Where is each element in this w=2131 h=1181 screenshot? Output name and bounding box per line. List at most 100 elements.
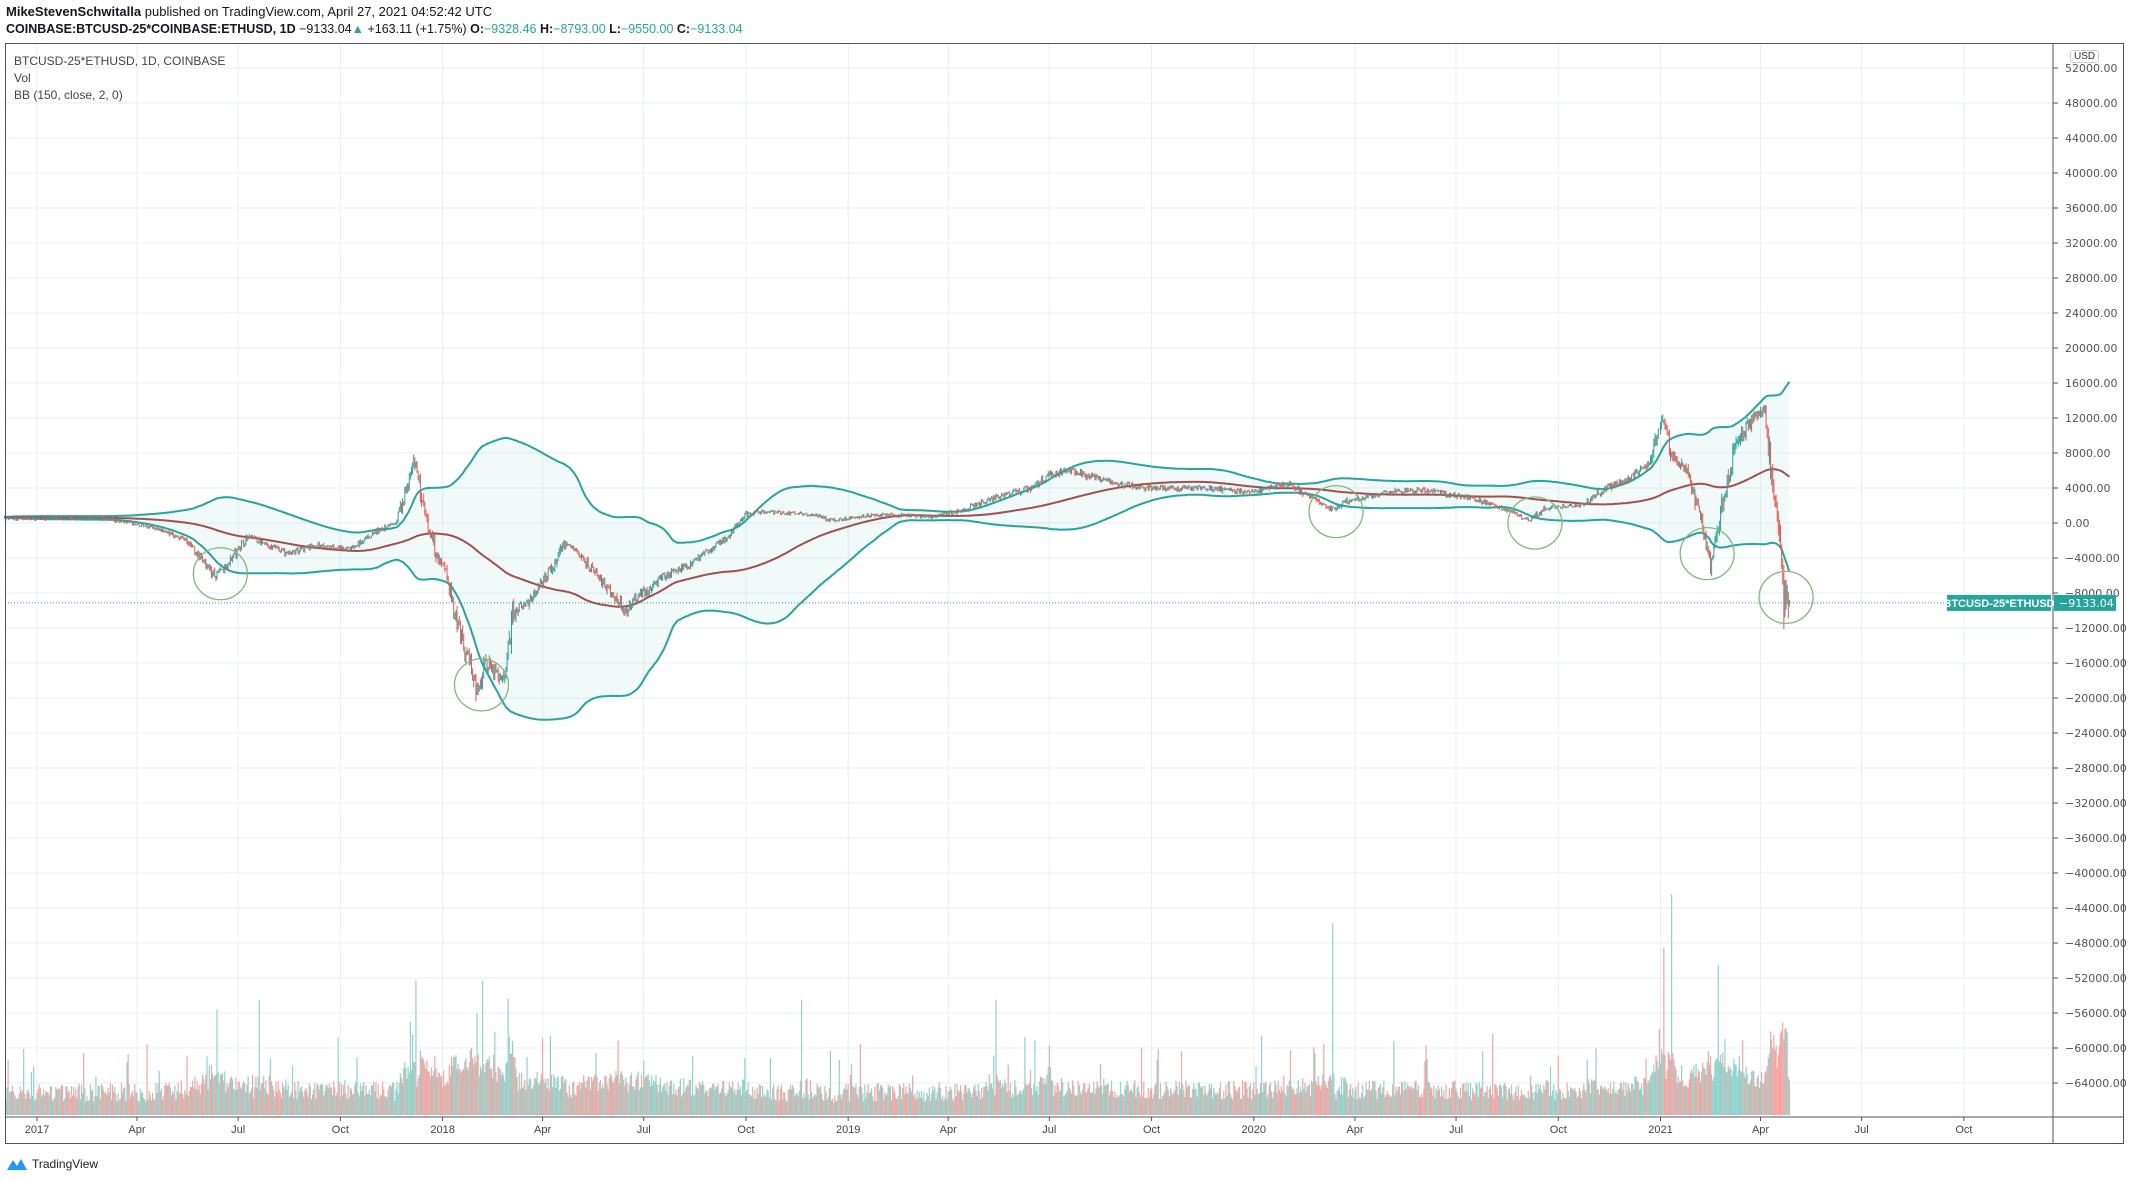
volume-bar [629, 1075, 631, 1115]
volume-bar [1703, 1067, 1705, 1115]
volume-bar [415, 980, 417, 1115]
volume-bar [1662, 1053, 1664, 1115]
volume-bar [1579, 1091, 1582, 1115]
volume-bar [1539, 1084, 1542, 1115]
volume-bar [1555, 1090, 1557, 1115]
volume-bar [1119, 1082, 1122, 1115]
volume-bar [1647, 1079, 1649, 1115]
volume-bar [356, 1057, 358, 1115]
volume-bar [866, 1091, 868, 1115]
volume-bar [318, 1089, 320, 1115]
volume-bar [463, 1068, 465, 1115]
legend-series[interactable]: BTCUSD-25*ETHUSD, 1D, COINBASE [14, 54, 226, 68]
volume-bar [806, 1078, 808, 1115]
volume-bar [280, 1097, 283, 1115]
volume-bar [829, 1050, 832, 1115]
volume-bar [628, 1084, 630, 1115]
volume-bar [394, 1101, 396, 1115]
volume-bar [1559, 1089, 1562, 1115]
volume-bar [1532, 1092, 1534, 1115]
volume-bar [1698, 1072, 1701, 1115]
volume-bar [1508, 1087, 1510, 1115]
volume-bar [889, 1085, 892, 1115]
volume-bar [1382, 1087, 1384, 1115]
currency-badge[interactable]: USD [2070, 50, 2100, 63]
volume-bar [1385, 1094, 1387, 1115]
y-tick-label: 28000.00 [2065, 272, 2118, 285]
volume-bar [338, 1081, 340, 1115]
volume-bar [297, 1080, 299, 1115]
volume-bar [1618, 1088, 1620, 1115]
volume-bar [267, 1094, 269, 1115]
volume-bar [1283, 1075, 1285, 1115]
volume-bar [917, 1097, 919, 1115]
volume-bar [265, 1079, 267, 1115]
volume-bar [1709, 1055, 1712, 1115]
volume-bar [1073, 1085, 1075, 1115]
volume-bar [1625, 1082, 1627, 1115]
volume-bar [878, 1090, 880, 1115]
volume-bar [1617, 1089, 1619, 1115]
volume-bar [1697, 1069, 1699, 1115]
volume-bar [984, 1086, 986, 1115]
volume-bar [1248, 1086, 1250, 1115]
volume-bar [798, 1090, 800, 1115]
volume-bar [1267, 1093, 1269, 1115]
volume-bar [848, 1101, 850, 1115]
volume-bar [1753, 1071, 1755, 1115]
volume-bar [552, 1087, 554, 1115]
volume-bar [209, 1079, 211, 1115]
volume-bar [1324, 1080, 1326, 1115]
volume-bar [403, 1068, 405, 1115]
volume-bar [832, 1098, 834, 1115]
volume-bar [1000, 1087, 1003, 1115]
volume-bar [1013, 1096, 1015, 1115]
volume-bar [1072, 1080, 1074, 1115]
legend-volume[interactable]: Vol [14, 71, 31, 85]
volume-bar [578, 1081, 580, 1115]
volume-bar [1047, 1066, 1049, 1115]
volume-bar [34, 1100, 36, 1115]
legend-bb[interactable]: BB (150, close, 2, 0) [14, 88, 123, 102]
volume-bar [1014, 1080, 1016, 1115]
volume-bar [1497, 1094, 1499, 1115]
volume-bar [291, 1065, 294, 1115]
volume-bar [390, 1086, 393, 1115]
volume-bar [384, 1096, 386, 1115]
volume-bar [1147, 1087, 1149, 1115]
volume-bar [1107, 1083, 1109, 1115]
volume-bar [333, 1081, 335, 1115]
volume-bar [1390, 1096, 1393, 1115]
volume-bar [565, 1080, 567, 1115]
volume-bar [1347, 1097, 1349, 1115]
volume-bar [1344, 1077, 1346, 1115]
volume-bar [1652, 1071, 1654, 1115]
author-link[interactable]: MikeStevenSchwitalla [6, 4, 142, 19]
volume-bar [1556, 1093, 1558, 1115]
volume-bar [1040, 1077, 1043, 1115]
volume-bar [230, 1076, 233, 1115]
volume-bar [1068, 1087, 1070, 1115]
volume-bar [307, 1096, 309, 1115]
volume-bar [71, 1095, 74, 1115]
volume-bar [343, 1084, 345, 1115]
tradingview-logo[interactable]: TradingView [6, 1157, 98, 1171]
volume-bar [1440, 1086, 1443, 1115]
volume-bar [63, 1101, 65, 1115]
volume-bar [256, 1088, 258, 1115]
volume-bar [1619, 1082, 1622, 1115]
volume-bar [1148, 1097, 1150, 1115]
volume-bar [225, 1092, 227, 1115]
volume-bar [1562, 1092, 1564, 1115]
volume-bar [1317, 1075, 1319, 1115]
volume-bar [1768, 1053, 1771, 1115]
volume-bar [1483, 1096, 1485, 1115]
volume-bar [657, 1092, 659, 1115]
volume-bar [295, 1090, 297, 1115]
volume-bar [1203, 1094, 1205, 1115]
volume-bar [75, 1088, 77, 1115]
volume-bar [474, 1056, 476, 1115]
volume-bar [789, 1084, 792, 1115]
volume-bar [1472, 1088, 1474, 1115]
